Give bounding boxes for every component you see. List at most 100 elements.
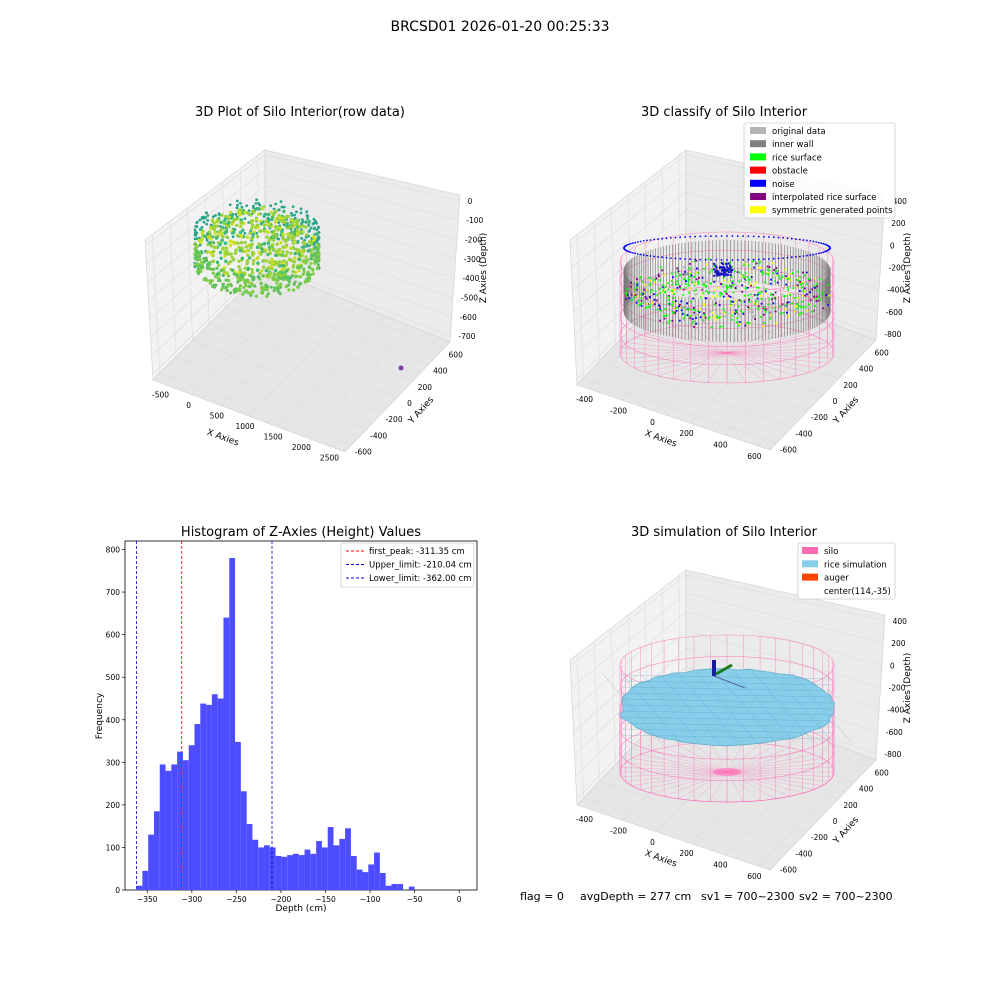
classified-point [708, 273, 710, 276]
noise-cluster-point [729, 274, 732, 277]
data-point [203, 234, 208, 239]
noise-point [817, 241, 820, 244]
y-tick-label: 600 [874, 349, 889, 358]
classified-point [828, 294, 830, 297]
data-point [306, 214, 310, 218]
classified-point [722, 295, 725, 298]
histogram-bars [136, 558, 415, 890]
data-point [235, 233, 240, 238]
silo-spoke [673, 352, 728, 380]
noise-cluster-point [721, 268, 724, 271]
data-point [281, 237, 286, 241]
classified-point [760, 291, 763, 294]
x-tick-label: 200 [679, 429, 694, 438]
classified-point [672, 311, 674, 314]
noise-point [809, 254, 812, 256]
silo-spoke [726, 750, 803, 773]
classified-point [639, 277, 641, 280]
silo-bottom-center [713, 768, 741, 776]
y-tick-label: 800 [106, 546, 121, 555]
legend-label: center(114,-35) [824, 587, 891, 597]
data-point [307, 265, 311, 269]
data-point [205, 266, 209, 270]
classified-point [805, 304, 807, 307]
data-point [304, 255, 308, 259]
data-point [226, 283, 230, 287]
classified-point [663, 274, 666, 277]
data-point [279, 282, 283, 286]
grid-line [192, 340, 383, 414]
grid-line [685, 629, 881, 688]
data-point [237, 245, 241, 250]
classified-point [667, 296, 670, 298]
classified-point [662, 286, 664, 289]
classified-point [684, 314, 686, 317]
silo-spoke [726, 743, 761, 773]
classified-point [683, 319, 685, 321]
classified-point [688, 308, 690, 311]
noise-point [731, 235, 734, 237]
data-point [251, 223, 255, 227]
classified-point [636, 283, 639, 285]
classified-point [707, 317, 710, 320]
data-point [312, 227, 316, 231]
classified-point [729, 304, 732, 307]
data-point [251, 206, 255, 210]
classified-point [625, 298, 627, 300]
data-point [280, 205, 284, 209]
histogram-bar [165, 770, 172, 890]
silo-spoke [673, 326, 728, 354]
data-point [223, 218, 227, 223]
auger-shaft [712, 660, 716, 676]
classified-point [786, 301, 788, 304]
classified-point [691, 318, 694, 320]
classified-point [732, 291, 735, 294]
classified-point [722, 276, 725, 279]
classified-point [763, 322, 766, 324]
data-point [245, 259, 249, 263]
noise-point [649, 239, 652, 241]
classified-point [705, 297, 708, 300]
data-point [200, 237, 204, 242]
classified-point [787, 276, 790, 278]
classified-point [757, 293, 759, 296]
classified-point [807, 305, 809, 308]
data-point [276, 261, 280, 266]
auger-arm [715, 663, 733, 676]
noise-point [798, 238, 801, 241]
data-point [232, 258, 236, 262]
data-point [235, 206, 239, 210]
classified-point [688, 278, 690, 281]
data-point [299, 207, 303, 211]
data-point [265, 235, 269, 239]
classified-point [704, 285, 707, 288]
data-point [241, 249, 245, 253]
surface-mesh-line [621, 692, 833, 698]
classified-point [716, 295, 718, 297]
data-point [210, 279, 214, 283]
classified-point [769, 282, 772, 285]
classified-point [752, 285, 755, 288]
classified-point [671, 303, 674, 306]
data-point [316, 252, 320, 256]
data-point [208, 233, 213, 238]
classified-point [748, 311, 751, 313]
z-tick-label: -800 [884, 330, 901, 339]
data-point [285, 277, 290, 282]
classified-point [806, 283, 808, 285]
data-point [242, 285, 246, 290]
data-point [255, 223, 259, 227]
data-point [297, 269, 301, 273]
data-point [297, 252, 301, 256]
classified-point [689, 287, 691, 290]
classified-point [639, 276, 642, 278]
classified-point [701, 292, 704, 295]
classified-point [697, 271, 700, 274]
data-point [214, 214, 217, 217]
z-tick-label: -600 [460, 313, 477, 322]
silo-spoke [726, 771, 823, 786]
classified-point [821, 292, 823, 294]
legend-label: Lower_limit: -362.00 cm [369, 574, 471, 584]
classified-point [775, 322, 778, 325]
data-point [224, 230, 229, 234]
